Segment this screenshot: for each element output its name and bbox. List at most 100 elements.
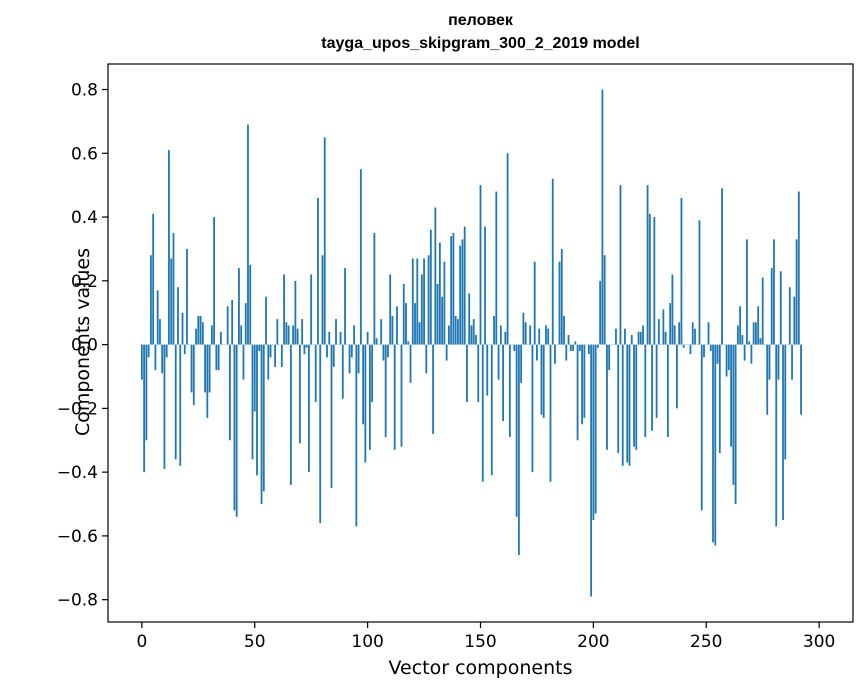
- bar: [513, 344, 516, 351]
- bar: [653, 217, 656, 345]
- bar: [651, 344, 653, 431]
- bar: [314, 344, 317, 402]
- bar: [470, 325, 473, 345]
- bar: [323, 137, 326, 345]
- bar: [183, 344, 186, 355]
- bar: [576, 344, 579, 441]
- bar: [405, 303, 407, 345]
- bar: [210, 325, 213, 345]
- bar: [267, 344, 270, 380]
- bar: [743, 344, 746, 361]
- x-tick-label: 150: [464, 632, 496, 652]
- bar: [256, 344, 258, 476]
- bar: [716, 344, 719, 364]
- bar: [339, 331, 342, 345]
- bar: [335, 319, 337, 345]
- bar: [235, 344, 238, 517]
- bar: [759, 338, 762, 345]
- bar: [174, 344, 177, 460]
- bar: [463, 226, 466, 345]
- bar: [163, 344, 166, 469]
- y-tick-label: 0.8: [71, 81, 98, 101]
- bar: [432, 344, 434, 434]
- bar: [454, 315, 457, 345]
- y-tick-label: −0.2: [57, 399, 98, 419]
- bar: [578, 344, 581, 351]
- bar: [524, 322, 527, 345]
- bar: [445, 344, 448, 361]
- bar: [380, 319, 383, 345]
- x-tick-label: 200: [577, 632, 609, 652]
- bar: [459, 245, 462, 345]
- y-tick-label: 0.2: [71, 272, 98, 292]
- bar: [156, 290, 159, 345]
- bar: [522, 312, 525, 345]
- bar: [594, 344, 597, 514]
- bar: [208, 344, 211, 393]
- bar: [517, 344, 520, 556]
- x-tick-label: 250: [690, 632, 722, 652]
- bar: [481, 344, 484, 482]
- bar: [730, 344, 732, 447]
- bar: [736, 325, 739, 345]
- bar: [691, 322, 694, 345]
- bar: [265, 296, 267, 345]
- bar: [657, 319, 660, 345]
- bar: [384, 344, 387, 438]
- bar: [387, 344, 389, 358]
- bar: [673, 325, 676, 345]
- plot-frame: [107, 63, 854, 623]
- bar: [305, 344, 308, 348]
- bar: [161, 344, 164, 374]
- bar: [375, 338, 378, 345]
- bar: [671, 274, 674, 345]
- bar: [269, 344, 272, 358]
- x-tick-label: 100: [351, 632, 383, 652]
- bar: [165, 344, 168, 358]
- bar: [217, 344, 220, 371]
- bar: [423, 258, 425, 345]
- bar: [542, 344, 545, 418]
- bar: [215, 344, 218, 371]
- bar: [414, 303, 416, 345]
- bar: [800, 344, 802, 415]
- bar: [741, 335, 744, 345]
- bar: [508, 344, 511, 438]
- bar: [624, 328, 626, 345]
- bar: [427, 255, 430, 345]
- bar: [797, 191, 800, 345]
- bar: [745, 239, 748, 345]
- bar: [755, 322, 757, 345]
- bar: [317, 197, 319, 345]
- bar: [292, 325, 295, 345]
- bar: [565, 344, 568, 361]
- bar: [549, 344, 552, 482]
- bar: [635, 344, 638, 450]
- bar: [479, 185, 482, 345]
- bar: [558, 261, 561, 345]
- bar: [621, 344, 624, 466]
- bar: [682, 344, 685, 348]
- y-tick-label: 0.0: [71, 336, 98, 356]
- bar: [766, 344, 769, 415]
- bar: [452, 232, 455, 345]
- chart-title-model: tayga_upos_skipgram_300_2_2019 model: [321, 35, 640, 52]
- bar: [249, 264, 252, 345]
- bar: [400, 344, 403, 447]
- bar: [219, 331, 222, 345]
- bar: [608, 344, 611, 371]
- bar: [229, 344, 231, 441]
- bar: [391, 315, 394, 345]
- bar: [154, 344, 157, 371]
- bar: [251, 344, 254, 460]
- bar: [438, 242, 441, 345]
- bar: [529, 325, 532, 345]
- bar: [547, 328, 550, 345]
- bar: [341, 344, 344, 399]
- bar: [752, 322, 755, 345]
- bar: [777, 344, 780, 380]
- bar: [168, 150, 170, 345]
- bar: [497, 344, 500, 380]
- bar: [181, 312, 184, 345]
